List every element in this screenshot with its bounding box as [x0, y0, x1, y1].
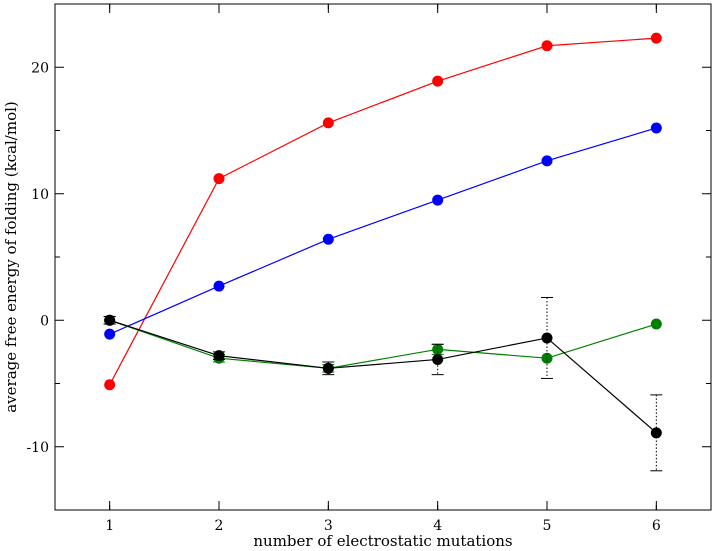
y-axis-title: average free energy of folding (kcal/mol…	[2, 101, 20, 413]
series-1	[104, 32, 662, 391]
data-point	[213, 173, 225, 185]
x-tick-label: 2	[215, 518, 224, 534]
axis-tick-labels: 1 2 3 4 5 6 -10 0 10 20	[26, 60, 660, 534]
data-point	[104, 379, 116, 391]
data-point	[650, 318, 662, 330]
series-layer	[103, 32, 663, 472]
data-point	[541, 155, 553, 167]
y-tick-label: -10	[26, 440, 49, 456]
data-point	[104, 328, 116, 340]
data-point	[104, 314, 116, 326]
y-tick-label: 20	[31, 60, 49, 76]
data-point	[432, 75, 444, 87]
data-point	[322, 117, 334, 129]
data-point	[432, 353, 444, 365]
data-point	[541, 40, 553, 52]
data-point	[650, 427, 662, 439]
data-point	[432, 343, 444, 355]
series-line	[109, 127, 657, 335]
x-tick-label: 1	[105, 518, 114, 534]
x-tick-label: 5	[543, 518, 552, 534]
x-axis-title: number of electrostatic mutations	[253, 532, 512, 550]
axis-ticks	[55, 3, 711, 511]
series-line	[109, 37, 657, 386]
data-point	[322, 362, 334, 374]
series-line	[109, 319, 657, 369]
data-point	[650, 122, 662, 134]
series-line	[109, 319, 657, 434]
x-tick-label: 3	[324, 518, 333, 534]
plot-frame	[54, 3, 712, 511]
data-point	[432, 194, 444, 206]
x-tick-label: 4	[433, 518, 442, 534]
data-point	[213, 350, 225, 362]
data-point	[541, 332, 553, 344]
data-point	[213, 280, 225, 292]
y-tick-label: 0	[40, 313, 49, 329]
x-tick-label: 6	[652, 518, 661, 534]
series-2	[104, 122, 662, 340]
series-4	[103, 296, 663, 472]
y-tick-label: 10	[31, 187, 49, 203]
data-point	[650, 32, 662, 44]
data-point	[322, 233, 334, 245]
